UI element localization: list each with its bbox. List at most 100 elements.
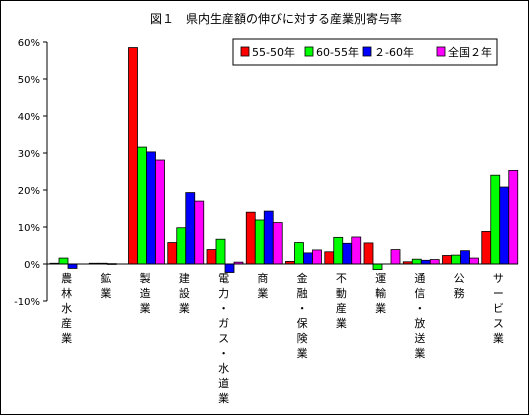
bar-0-5 xyxy=(245,211,256,265)
bar-1-0 xyxy=(58,257,69,265)
category-label-char: ス xyxy=(218,332,229,345)
category-label-char: 通 xyxy=(414,272,425,285)
bar-1-6 xyxy=(294,242,304,265)
category-label-char: 農 xyxy=(61,271,72,285)
category-label-char: 送 xyxy=(414,331,425,345)
legend-label: ２-60年 xyxy=(374,45,414,59)
bar-1-5 xyxy=(254,219,265,265)
category-label-char: 水 xyxy=(218,362,229,375)
y-tick-label: 40% xyxy=(18,112,40,123)
y-tick-label: 10% xyxy=(18,223,40,234)
category-label-char: 業 xyxy=(179,302,190,315)
bar-3-2 xyxy=(155,159,165,265)
bar-2-3 xyxy=(185,192,196,265)
category-label-char: ・ xyxy=(414,302,425,315)
category-label-char: 製 xyxy=(140,271,151,285)
category-label-char: 運 xyxy=(375,272,386,285)
category-label-char: 険 xyxy=(297,332,308,345)
category-label-char: 業 xyxy=(140,302,151,315)
category-label-char: 不 xyxy=(336,272,347,285)
legend-swatch xyxy=(240,46,250,57)
y-tick-label: 0% xyxy=(24,260,40,271)
bar-0-4 xyxy=(206,249,217,265)
category-label-char: ・ xyxy=(218,302,229,315)
category-label-char: 放 xyxy=(414,316,425,330)
bar-0-8 xyxy=(363,242,374,265)
bar-2-5 xyxy=(263,210,274,265)
bar-0-2 xyxy=(128,47,138,265)
legend-swatch xyxy=(436,46,446,57)
category-label: 通信・放送業 xyxy=(414,272,425,360)
category-label: 金融・保険業 xyxy=(297,271,308,360)
category-label: 建設業 xyxy=(179,271,190,315)
bar-1-9 xyxy=(411,258,422,265)
bar-1-2 xyxy=(137,146,147,265)
category-label-char: サ xyxy=(493,272,504,285)
category-label: 電力・ガス・水道業 xyxy=(218,272,229,405)
category-label-char: 業 xyxy=(297,347,308,360)
y-tick-label: 50% xyxy=(18,75,40,86)
category-label-char: ー xyxy=(493,287,504,300)
y-tick-label: 60% xyxy=(18,38,40,49)
category-label: 公務 xyxy=(454,272,465,300)
legend: 55-50年 60-55年 ２-60年 全国２年 xyxy=(232,38,498,66)
bar-2-6 xyxy=(303,252,313,265)
bar-3-7 xyxy=(351,236,362,265)
y-tick-label: 30% xyxy=(18,149,40,160)
category-label-char: 保 xyxy=(297,316,308,330)
bar-3-6 xyxy=(312,249,322,265)
bar-2-11 xyxy=(499,186,510,265)
category-label-char: 造 xyxy=(140,286,151,300)
legend-swatch xyxy=(304,46,314,57)
category-label-char: 林 xyxy=(61,286,72,300)
bar-2-10 xyxy=(460,250,470,265)
bar-0-3 xyxy=(167,242,178,265)
category-label-char: 電 xyxy=(218,272,229,285)
category-label: 鉱業 xyxy=(100,271,111,300)
category-label-char: 建 xyxy=(179,271,190,285)
bar-1-7 xyxy=(333,236,344,265)
bar-2-9 xyxy=(420,259,431,265)
category-label-char: ・ xyxy=(218,347,229,360)
legend-label: 60-55年 xyxy=(316,45,359,59)
category-label-char: 産 xyxy=(336,302,347,315)
category-label-char: 融 xyxy=(297,287,308,300)
bar-3-3 xyxy=(194,200,205,265)
category-label-char: 業 xyxy=(375,302,386,315)
category-label-char: 務 xyxy=(454,286,465,300)
category-label-char: 設 xyxy=(179,286,190,300)
bar-1-10 xyxy=(451,254,461,265)
category-label-char: 業 xyxy=(61,332,72,345)
category-labels: 農林水産業鉱業製造業建設業電力・ガス・水道業商業金融・保険業不動産業運輸業通信・… xyxy=(61,271,504,405)
axes-layer xyxy=(43,41,518,302)
bar-3-10 xyxy=(469,257,479,265)
category-label-char: 力 xyxy=(218,287,229,300)
category-label-char: 水 xyxy=(61,302,72,315)
category-label: 商業 xyxy=(257,271,268,300)
y-tick-labels: 60% 50% 40% 30% 20% 10% 0% -10% xyxy=(14,38,40,308)
category-label-char: 動 xyxy=(336,286,347,300)
bar-3-8 xyxy=(390,249,401,265)
chart-title: 図１ 県内生産額の伸びに対する産業別寄与率 xyxy=(150,11,402,26)
bar-0-10 xyxy=(442,255,452,265)
category-label-char: 信 xyxy=(414,287,425,300)
legend-label: 全国２年 xyxy=(448,45,492,59)
category-label: 製造業 xyxy=(140,271,151,315)
bar-1-3 xyxy=(176,227,187,265)
bar-2-2 xyxy=(146,151,156,265)
category-label-char: 業 xyxy=(257,287,268,300)
bar-0-7 xyxy=(324,251,335,265)
bar-0-11 xyxy=(481,231,492,265)
category-label-char: 業 xyxy=(100,287,111,300)
category-label-char: 業 xyxy=(493,332,504,345)
legend-swatch xyxy=(362,46,372,57)
bar-1-4 xyxy=(215,238,226,265)
bar-3-5 xyxy=(272,222,283,265)
category-label-char: 業 xyxy=(414,347,425,360)
category-label-char: 金 xyxy=(297,271,308,285)
